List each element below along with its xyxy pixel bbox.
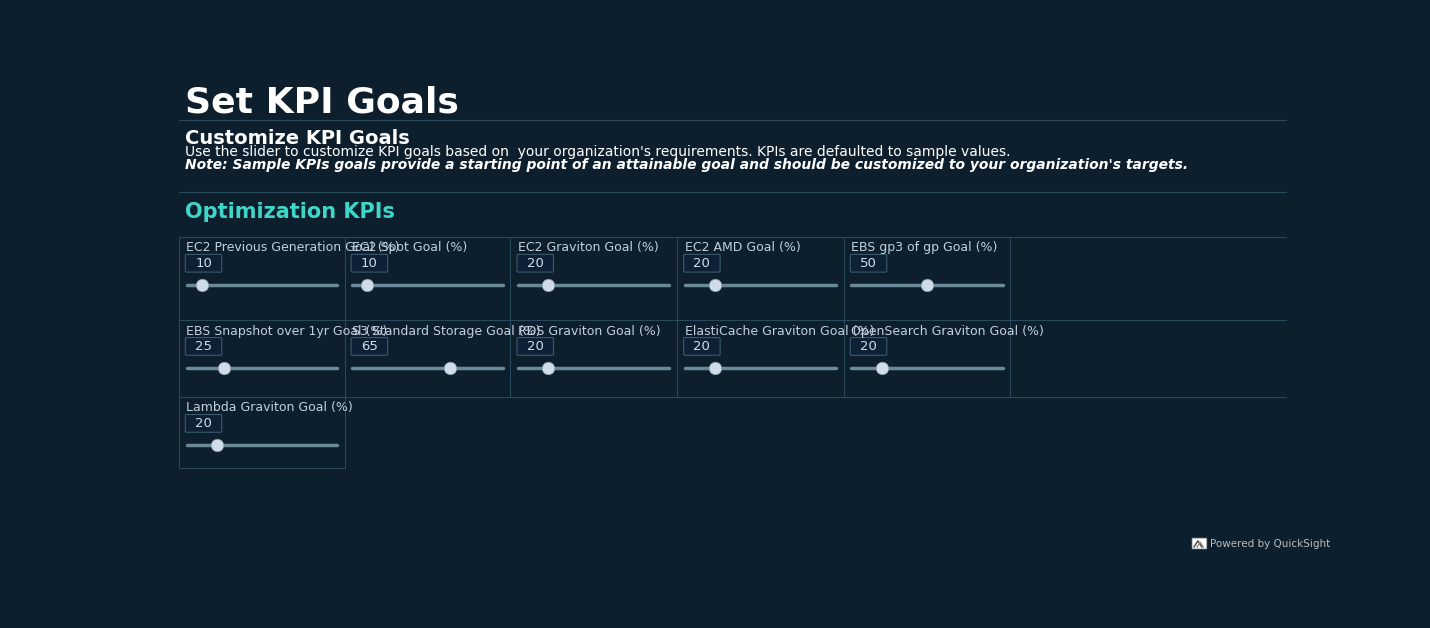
FancyBboxPatch shape <box>851 337 887 355</box>
Text: 25: 25 <box>194 340 212 353</box>
FancyBboxPatch shape <box>518 337 553 355</box>
Text: Use the slider to customize KPI goals based on  your organization's requirements: Use the slider to customize KPI goals ba… <box>184 145 1011 160</box>
Text: Powered by QuickSight: Powered by QuickSight <box>1210 539 1330 548</box>
Text: EC2 Previous Generation Goal (%): EC2 Previous Generation Goal (%) <box>186 241 400 254</box>
Text: S3 Standard Storage Goal (%): S3 Standard Storage Goal (%) <box>352 325 541 337</box>
FancyBboxPatch shape <box>684 254 721 272</box>
Text: EBS gp3 of gp Goal (%): EBS gp3 of gp Goal (%) <box>851 241 998 254</box>
Text: 20: 20 <box>526 340 543 353</box>
Text: 20: 20 <box>194 417 212 430</box>
FancyBboxPatch shape <box>186 254 222 272</box>
Text: Customize KPI Goals: Customize KPI Goals <box>184 129 410 148</box>
Text: EBS Snapshot over 1yr Goal (%): EBS Snapshot over 1yr Goal (%) <box>186 325 388 337</box>
Text: 20: 20 <box>859 340 877 353</box>
Text: 20: 20 <box>694 257 711 270</box>
Text: EC2 Graviton Goal (%): EC2 Graviton Goal (%) <box>518 241 659 254</box>
FancyBboxPatch shape <box>518 254 553 272</box>
FancyBboxPatch shape <box>186 337 222 355</box>
FancyBboxPatch shape <box>684 337 721 355</box>
Text: 50: 50 <box>859 257 877 270</box>
Text: EC2 AMD Goal (%): EC2 AMD Goal (%) <box>685 241 801 254</box>
Text: 65: 65 <box>360 340 378 353</box>
FancyBboxPatch shape <box>352 254 388 272</box>
Text: 10: 10 <box>360 257 378 270</box>
Text: 20: 20 <box>694 340 711 353</box>
Text: RDS Graviton Goal (%): RDS Graviton Goal (%) <box>518 325 661 337</box>
Text: ElastiCache Graviton Goal (%): ElastiCache Graviton Goal (%) <box>685 325 874 337</box>
Text: Note: Sample KPIs goals provide a starting point of an attainable goal and shoul: Note: Sample KPIs goals provide a starti… <box>184 158 1188 171</box>
Text: Lambda Graviton Goal (%): Lambda Graviton Goal (%) <box>186 401 353 414</box>
Text: Set KPI Goals: Set KPI Goals <box>184 85 459 119</box>
FancyBboxPatch shape <box>1193 538 1207 549</box>
FancyBboxPatch shape <box>186 414 222 432</box>
Text: OpenSearch Graviton Goal (%): OpenSearch Graviton Goal (%) <box>851 325 1044 337</box>
Text: Optimization KPIs: Optimization KPIs <box>184 202 395 222</box>
FancyBboxPatch shape <box>352 337 388 355</box>
Text: EC2 Spot Goal (%): EC2 Spot Goal (%) <box>352 241 468 254</box>
FancyBboxPatch shape <box>851 254 887 272</box>
Text: 10: 10 <box>194 257 212 270</box>
Text: 20: 20 <box>526 257 543 270</box>
